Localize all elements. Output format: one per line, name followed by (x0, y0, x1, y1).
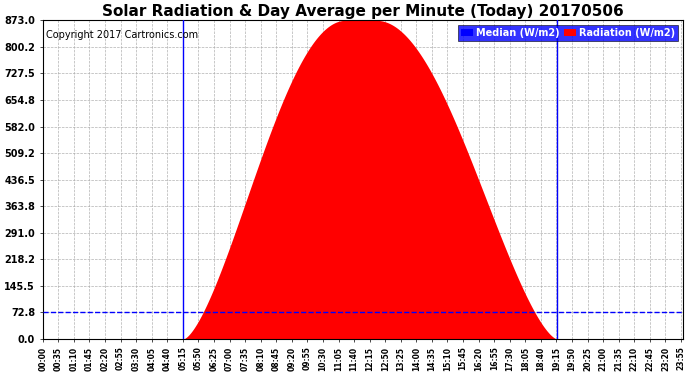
Text: Copyright 2017 Cartronics.com: Copyright 2017 Cartronics.com (46, 30, 198, 40)
Legend: Median (W/m2), Radiation (W/m2): Median (W/m2), Radiation (W/m2) (458, 25, 678, 41)
Title: Solar Radiation & Day Average per Minute (Today) 20170506: Solar Radiation & Day Average per Minute… (102, 4, 624, 19)
